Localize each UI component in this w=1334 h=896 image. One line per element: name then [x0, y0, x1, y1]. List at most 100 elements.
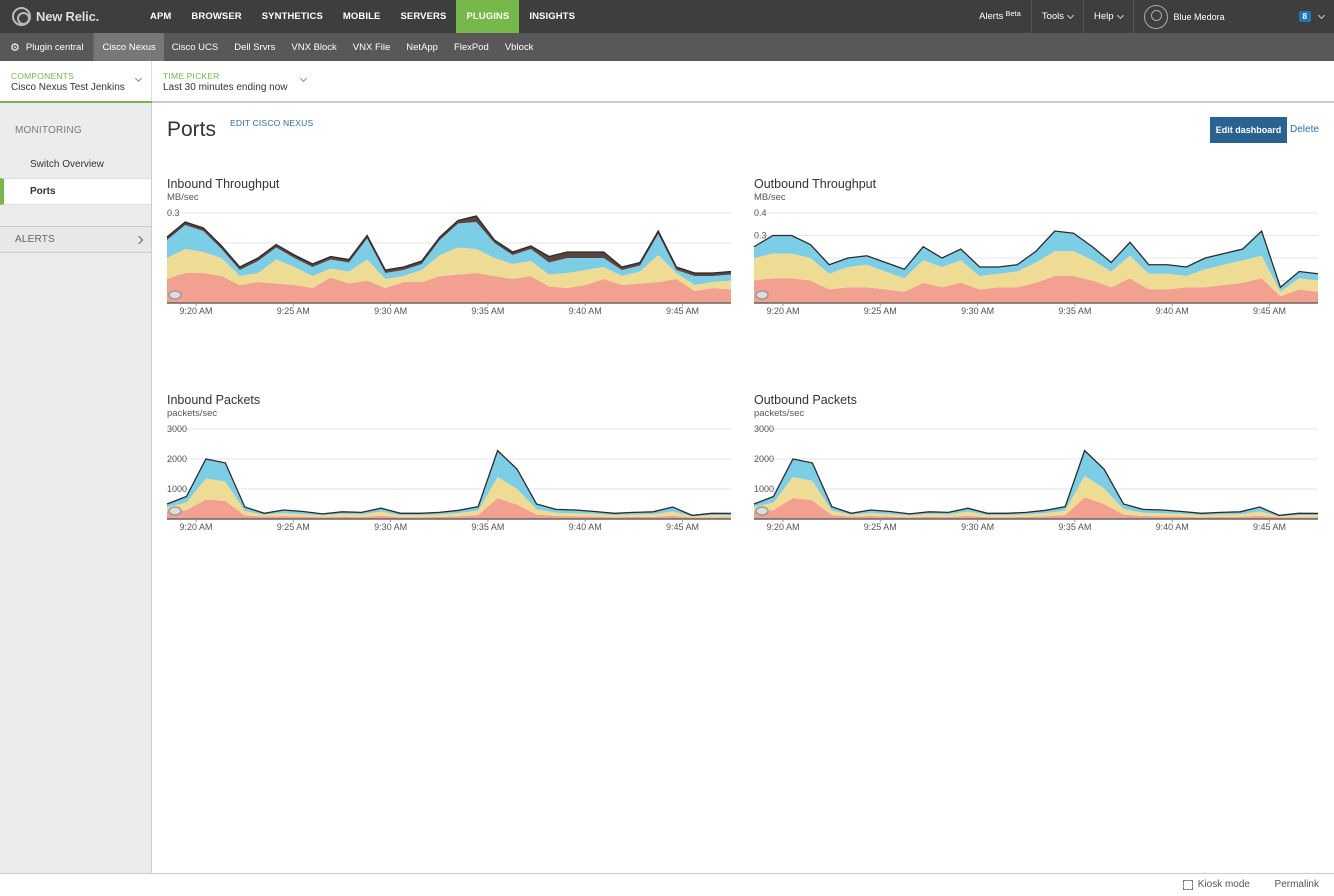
y-tick-label: 3000 [754, 424, 774, 434]
sidebar: MONITORING Switch Overview Ports ALERTS [0, 103, 152, 873]
edit-dashboard-button[interactable]: Edit dashboard [1210, 117, 1287, 143]
sub-nav: ⚙ Plugin central Cisco Nexus Cisco UCS D… [0, 33, 1334, 61]
nav-browser[interactable]: BROWSER [191, 11, 242, 22]
nav-apm[interactable]: APM [150, 11, 172, 22]
x-tick-label: 9:35 AM [471, 522, 504, 532]
x-tick-label: 9:20 AM [766, 306, 799, 316]
nav-insights[interactable]: INSIGHTS [529, 11, 576, 22]
kiosk-mode-link[interactable]: Kiosk mode [1182, 879, 1250, 890]
x-tick-label: 9:45 AM [666, 522, 699, 532]
nav-synthetics[interactable]: SYNTHETICS [261, 11, 323, 22]
series-outline [753, 229, 1319, 289]
chart-unit: MB/sec [167, 192, 199, 203]
account-switcher[interactable]: 8 [1298, 0, 1334, 33]
inbound-packets-chart: Inbound Packets packets/sec 3000 2000 1000… [166, 393, 732, 543]
x-tick-label: 9:40 AM [1156, 522, 1189, 532]
outbound-throughput-plot[interactable]: 0.40.30.20.19:20 AM9:25 AM9:30 AM9:35 AM… [753, 203, 1319, 323]
x-tick-label: 9:30 AM [961, 522, 994, 532]
sub-tab-netapp[interactable]: NetApp [406, 41, 438, 53]
chart-unit: MB/sec [754, 192, 786, 203]
x-tick-label: 9:30 AM [374, 306, 407, 316]
components-picker[interactable]: COMPONENTS Cisco Nexus Test Jenkins [0, 61, 152, 103]
expand-icon [1182, 879, 1193, 890]
plugin-icon: ⚙ [10, 41, 20, 54]
plugin-central-link[interactable]: ⚙ Plugin central [0, 33, 95, 61]
components-value: Cisco Nexus Test Jenkins [11, 82, 125, 93]
nav-tools[interactable]: Tools [1030, 0, 1083, 33]
sidebar-item-ports[interactable]: Ports [0, 178, 151, 205]
x-tick-label: 9:35 AM [1058, 306, 1091, 316]
nav-mobile[interactable]: MOBILE [342, 11, 381, 22]
sidebar-alerts[interactable]: ALERTS [0, 226, 151, 253]
page-title: Ports [167, 118, 217, 141]
x-tick-label: 9:45 AM [666, 306, 699, 316]
sub-tab-cisco-ucs[interactable]: Cisco UCS [171, 41, 219, 53]
x-tick-label: 9:40 AM [1156, 306, 1189, 316]
sub-tab-vblock[interactable]: Vblock [504, 41, 534, 53]
sub-tab-vnx-file[interactable]: VNX File [352, 41, 391, 53]
outbound-packets-chart: Outbound Packets packets/sec 3000 2000 100… [753, 393, 1319, 543]
x-tick-label: 9:30 AM [374, 522, 407, 532]
chevron-down-icon [1066, 11, 1075, 19]
top-nav: New Relic. APM BROWSER SYNTHETICS MOBILE… [0, 0, 1334, 33]
series-area-2 [167, 477, 731, 518]
chevron-down-icon [1317, 11, 1326, 19]
inbound-throughput-chart: Inbound Throughput MB/sec 0.30.20.19:20 … [166, 177, 732, 327]
chart-title: Outbound Packets [754, 393, 857, 407]
series-area-2 [754, 475, 1318, 518]
sidebar-item-switch-overview[interactable]: Switch Overview [30, 159, 104, 170]
x-tick-label: 9:25 AM [277, 522, 310, 532]
delete-link[interactable]: Delete [1290, 124, 1319, 135]
user-name: Blue Medora [1173, 11, 1225, 22]
nav-alerts[interactable]: Alerts Beta [969, 0, 1031, 33]
time-picker[interactable]: TIME PICKER Last 30 minutes ending now [152, 61, 316, 101]
range-handle-icon [168, 506, 182, 516]
nav-user[interactable]: Blue Medora [1132, 0, 1299, 33]
y-tick-label: 2000 [754, 454, 774, 464]
outbound-packets-plot[interactable]: 3000 2000 1000 9:20 AM 9:25 AM 9:30 AM 9:35 AM… [753, 419, 1319, 539]
nav-alerts-beta: Beta [1005, 9, 1021, 18]
nav-alerts-label: Alerts [979, 11, 1004, 22]
sub-tab-vnx-block[interactable]: VNX Block [291, 41, 337, 53]
series-area-1 [167, 498, 731, 519]
chart-unit: packets/sec [754, 408, 805, 419]
chart-title: Outbound Throughput [754, 177, 877, 191]
x-tick-label: 9:20 AM [179, 306, 212, 316]
y-tick-label: 0.4 [754, 208, 767, 218]
series-area-3 [167, 222, 731, 285]
series-outline [753, 449, 1319, 517]
nav-help-label: Help [1094, 11, 1114, 22]
y-tick-label: 1000 [167, 484, 187, 494]
series-outline [166, 449, 732, 517]
series-area-3 [754, 231, 1318, 292]
x-tick-label: 9:25 AM [277, 306, 310, 316]
logo-text: New Relic. [36, 9, 100, 24]
permalink-link[interactable]: Permalink [1274, 879, 1319, 890]
chart-title: Inbound Packets [167, 393, 261, 407]
sub-tab-cisco-nexus[interactable]: Cisco Nexus [94, 33, 164, 61]
chevron-down-icon [1116, 11, 1124, 19]
x-tick-label: 9:40 AM [569, 306, 602, 316]
series-area-1 [167, 273, 731, 303]
edit-cisco-nexus-link[interactable]: EDIT CISCO NEXUS [230, 118, 314, 128]
nav-help[interactable]: Help [1083, 0, 1133, 33]
series-area-2 [167, 247, 731, 291]
range-handle-icon [755, 506, 769, 516]
sub-tab-flexpod[interactable]: FlexPod [453, 41, 489, 53]
x-tick-label: 9:45 AM [1253, 522, 1286, 532]
sidebar-alerts-label: ALERTS [15, 234, 55, 245]
picker-bar: COMPONENTS Cisco Nexus Test Jenkins TIME… [0, 61, 1334, 103]
nav-plugins[interactable]: PLUGINS [456, 0, 520, 33]
kiosk-mode-label: Kiosk mode [1197, 879, 1250, 890]
sub-tab-dell-srvrs[interactable]: Dell Srvrs [234, 41, 276, 53]
nav-servers[interactable]: SERVERS [400, 11, 447, 22]
y-tick-label: 1000 [754, 484, 774, 494]
outbound-throughput-chart: Outbound Throughput MB/sec 0.40.30.20.19… [753, 177, 1319, 327]
series-area-1 [754, 497, 1318, 519]
x-tick-label: 9:40 AM [569, 522, 602, 532]
footer: Kiosk mode Permalink [0, 873, 1334, 896]
inbound-packets-plot[interactable]: 3000 2000 1000 9:20 AM 9:25 AM 9:30 AM 9:35 AM… [166, 419, 732, 539]
y-tick-label: 3000 [167, 424, 187, 434]
logo[interactable]: New Relic. [0, 0, 140, 33]
inbound-throughput-plot[interactable]: 0.30.20.19:20 AM9:25 AM9:30 AM9:35 AM9:4… [166, 203, 732, 323]
